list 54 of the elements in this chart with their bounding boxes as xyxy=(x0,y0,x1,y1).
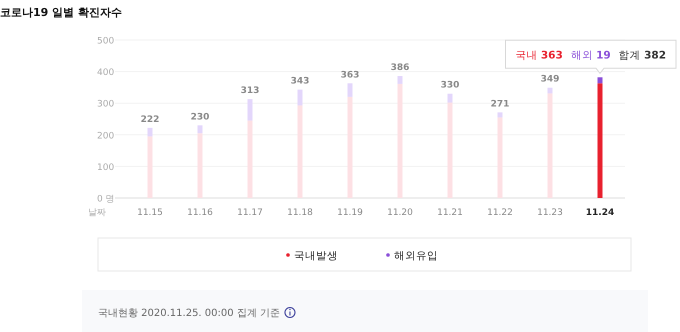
x-tick-label: 11.23 xyxy=(537,208,563,218)
bar xyxy=(548,93,552,198)
annotation: 국내 363 xyxy=(516,49,563,62)
y-tick-label: 100 xyxy=(97,162,114,173)
y-tick-label: 200 xyxy=(97,131,114,142)
x-tick-label: 11.15 xyxy=(137,208,163,218)
y-tick-label: 500 xyxy=(97,36,114,46)
bar xyxy=(148,128,152,136)
bar xyxy=(398,84,402,198)
bar xyxy=(498,112,502,118)
total-label: 343 xyxy=(290,76,310,87)
total-label: 363 xyxy=(340,70,360,80)
y-tick-label: 300 xyxy=(97,100,114,110)
bar xyxy=(348,83,352,97)
x-tick-label: 11.21 xyxy=(437,208,463,218)
total-label: 386 xyxy=(390,63,410,74)
total-label: 313 xyxy=(240,86,260,96)
bar xyxy=(198,125,202,134)
total-label: 230 xyxy=(190,112,210,122)
x-tick-label: 11.16 xyxy=(187,208,214,218)
total-label: 330 xyxy=(440,80,460,91)
legend-label: 국내발생 xyxy=(294,250,338,262)
y-tick-label: 400 xyxy=(97,68,114,78)
bar xyxy=(448,102,452,198)
bar xyxy=(198,133,202,198)
text: 국내현황 2020.11.25. 00:00 집계 기준 xyxy=(98,308,280,319)
x-axis-title: 날짜 xyxy=(88,208,106,218)
bar xyxy=(298,105,302,198)
legend-label: 해외유입 xyxy=(394,250,438,262)
bar xyxy=(498,117,502,198)
total-label: 222 xyxy=(140,114,160,125)
x-tick-label: 11.17 xyxy=(237,208,263,218)
x-tick-label: 11.22 xyxy=(487,208,513,218)
bar xyxy=(548,88,552,94)
chart-title: 코로나19 일별 확진자수 xyxy=(0,6,122,19)
bar xyxy=(248,99,252,121)
y-tick-label: 0 명 xyxy=(97,194,115,204)
total-label: 349 xyxy=(540,74,560,85)
tooltip: 국내 363 해외 19 합계 382 xyxy=(505,40,676,74)
bar xyxy=(148,136,152,198)
annotation: 합계 382 xyxy=(618,49,666,62)
bar xyxy=(598,77,602,84)
total-label: 271 xyxy=(490,99,510,110)
x-tick-label: 11.20 xyxy=(387,208,414,218)
bar xyxy=(398,76,402,84)
bar xyxy=(598,83,602,198)
bar xyxy=(248,120,252,198)
x-tick-label: 11.24 xyxy=(586,208,614,218)
x-tick-label: 11.18 xyxy=(287,208,314,218)
annotation: 해외 19 xyxy=(570,49,611,62)
x-tick-label: 11.19 xyxy=(337,208,364,218)
bar xyxy=(348,96,352,198)
bar xyxy=(448,94,452,103)
bar xyxy=(298,90,302,106)
